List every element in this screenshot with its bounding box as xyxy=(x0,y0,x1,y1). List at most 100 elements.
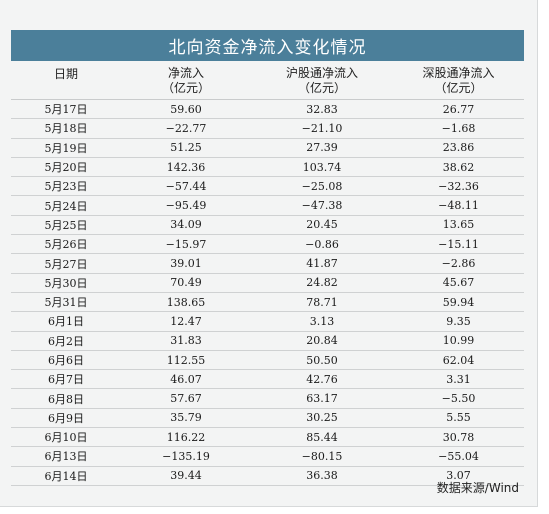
row-net-inflow: 39.44 xyxy=(170,469,202,483)
table-row: 6月7日 46.07 42.76 3.31 xyxy=(11,370,524,390)
row-date: 5月31日 xyxy=(44,296,88,310)
row-date: 6月13日 xyxy=(44,450,88,464)
table-row: 6月13日 −135.19 −80.15 −55.04 xyxy=(11,447,524,467)
table-body: 5月17日 59.60 32.83 26.77 5月18日 −22.77 −21.10 −1.… xyxy=(11,100,524,486)
row-sgt-inflow: 59.94 xyxy=(442,295,475,309)
row-sgt-inflow: −5.50 xyxy=(441,392,476,406)
row-net-inflow: 12.47 xyxy=(170,314,202,328)
row-net-inflow: −95.49 xyxy=(165,199,207,213)
row-date: 5月30日 xyxy=(44,276,88,290)
table-row: 5月24日 −95.49 −47.38 −48.11 xyxy=(11,196,524,216)
table-row: 6月10日 116.22 85.44 30.78 xyxy=(11,428,524,448)
row-net-inflow: 35.79 xyxy=(170,411,202,425)
row-sgt-inflow: 38.62 xyxy=(442,160,475,174)
header-net-unit: （亿元） xyxy=(161,80,210,95)
row-net-inflow: −15.97 xyxy=(165,237,207,251)
row-date: 5月20日 xyxy=(44,161,88,175)
row-date: 6月8日 xyxy=(48,392,84,406)
row-date: 5月26日 xyxy=(44,238,88,252)
row-date: 6月2日 xyxy=(48,334,84,348)
row-hgt-inflow: −25.08 xyxy=(301,179,343,193)
row-date: 6月7日 xyxy=(48,373,84,387)
row-date: 6月14日 xyxy=(44,469,88,483)
header-net-inflow: 净流入 （亿元） xyxy=(121,62,251,99)
header-hgt-unit: （亿元） xyxy=(297,80,346,95)
row-date: 6月1日 xyxy=(48,315,84,329)
table-row: 5月27日 39.01 41.87 −2.86 xyxy=(11,254,524,274)
header-sgt-unit: （亿元） xyxy=(434,80,483,95)
table-title: 北向资金净流入变化情况 xyxy=(11,30,524,61)
table-row: 5月30日 70.49 24.82 45.67 xyxy=(11,274,524,293)
row-net-inflow: 46.07 xyxy=(170,372,202,386)
row-date: 5月27日 xyxy=(44,257,88,271)
row-sgt-inflow: 3.31 xyxy=(446,372,471,386)
table-header: 日期 净流入 （亿元） 沪股通净流入 （亿元） 深股通净流入 （亿元） xyxy=(11,62,524,100)
table-row: 5月31日 138.65 78.71 59.94 xyxy=(11,293,524,313)
source-note: 数据来源/Wind xyxy=(436,481,519,495)
data-table: 日期 净流入 （亿元） 沪股通净流入 （亿元） 深股通净流入 （亿元） 5月17… xyxy=(11,62,524,486)
row-hgt-inflow: −0.86 xyxy=(305,237,339,251)
row-date: 5月19日 xyxy=(44,141,88,155)
header-net-label: 净流入 xyxy=(167,65,204,80)
row-sgt-inflow: 62.04 xyxy=(442,353,475,367)
row-sgt-inflow: 23.86 xyxy=(442,141,475,155)
row-hgt-inflow: −80.15 xyxy=(301,449,343,463)
row-sgt-inflow: −32.36 xyxy=(438,179,479,193)
table-row: 6月14日 39.44 36.38 3.07 xyxy=(11,467,524,486)
row-net-inflow: 31.83 xyxy=(170,334,202,348)
table-row: 6月6日 112.55 50.50 62.04 xyxy=(11,351,524,371)
row-sgt-inflow: −15.11 xyxy=(438,237,479,251)
row-hgt-inflow: 27.39 xyxy=(306,141,338,155)
table-row: 6月9日 35.79 30.25 5.55 xyxy=(11,409,524,429)
row-hgt-inflow: 78.71 xyxy=(306,295,338,309)
row-net-inflow: 138.65 xyxy=(166,295,206,309)
row-hgt-inflow: −21.10 xyxy=(301,121,343,135)
table-row: 5月26日 −15.97 −0.86 −15.11 xyxy=(11,235,524,255)
row-hgt-inflow: 103.74 xyxy=(302,160,342,174)
row-hgt-inflow: 36.38 xyxy=(306,469,338,483)
row-date: 5月23日 xyxy=(44,180,88,194)
row-hgt-inflow: 24.82 xyxy=(306,276,338,290)
header-hgt-inflow: 沪股通净流入 （亿元） xyxy=(251,62,393,99)
row-net-inflow: −57.44 xyxy=(165,179,207,193)
table-row: 6月2日 31.83 20.84 10.99 xyxy=(11,332,524,351)
table-row: 5月19日 51.25 27.39 23.86 xyxy=(11,139,524,158)
header-date-label: 日期 xyxy=(53,67,78,81)
row-hgt-inflow: 20.84 xyxy=(306,334,338,348)
row-hgt-inflow: 20.45 xyxy=(306,218,338,232)
row-sgt-inflow: −1.68 xyxy=(441,121,476,135)
row-sgt-inflow: 13.65 xyxy=(442,218,475,232)
row-sgt-inflow: 9.35 xyxy=(446,314,471,328)
row-net-inflow: 59.60 xyxy=(170,102,202,116)
row-net-inflow: 39.01 xyxy=(170,257,202,271)
table-row: 5月17日 59.60 32.83 26.77 xyxy=(11,100,524,120)
row-date: 5月25日 xyxy=(44,218,88,232)
row-hgt-inflow: 63.17 xyxy=(306,392,338,406)
row-sgt-inflow: 30.78 xyxy=(442,430,475,444)
row-net-inflow: 112.55 xyxy=(166,353,206,367)
row-sgt-inflow: 5.55 xyxy=(446,411,471,425)
row-hgt-inflow: 30.25 xyxy=(306,411,338,425)
table-row: 5月23日 −57.44 −25.08 −32.36 xyxy=(11,177,524,197)
table-row: 5月20日 142.36 103.74 38.62 xyxy=(11,158,524,178)
header-sgt-label: 深股通净流入 xyxy=(422,65,495,80)
row-net-inflow: −22.77 xyxy=(165,121,207,135)
row-hgt-inflow: −47.38 xyxy=(301,199,343,213)
table-row: 6月8日 57.67 63.17 −5.50 xyxy=(11,389,524,409)
row-sgt-inflow: −55.04 xyxy=(438,449,479,463)
row-date: 5月24日 xyxy=(44,199,88,213)
row-sgt-inflow: 10.99 xyxy=(442,334,475,348)
row-sgt-inflow: −2.86 xyxy=(441,257,476,271)
table-row: 5月18日 −22.77 −21.10 −1.68 xyxy=(11,119,524,139)
row-date: 6月6日 xyxy=(48,354,84,367)
header-date: 日期 xyxy=(11,62,121,99)
row-net-inflow: −135.19 xyxy=(162,449,210,463)
table-row: 6月1日 12.47 3.13 9.35 xyxy=(11,312,524,332)
row-hgt-inflow: 32.83 xyxy=(306,102,338,116)
row-sgt-inflow: 45.67 xyxy=(442,276,475,290)
row-sgt-inflow: 3.07 xyxy=(446,469,471,483)
row-net-inflow: 34.09 xyxy=(170,218,202,232)
row-sgt-inflow: −48.11 xyxy=(438,199,479,213)
row-net-inflow: 70.49 xyxy=(170,276,202,290)
row-hgt-inflow: 3.13 xyxy=(309,314,335,328)
